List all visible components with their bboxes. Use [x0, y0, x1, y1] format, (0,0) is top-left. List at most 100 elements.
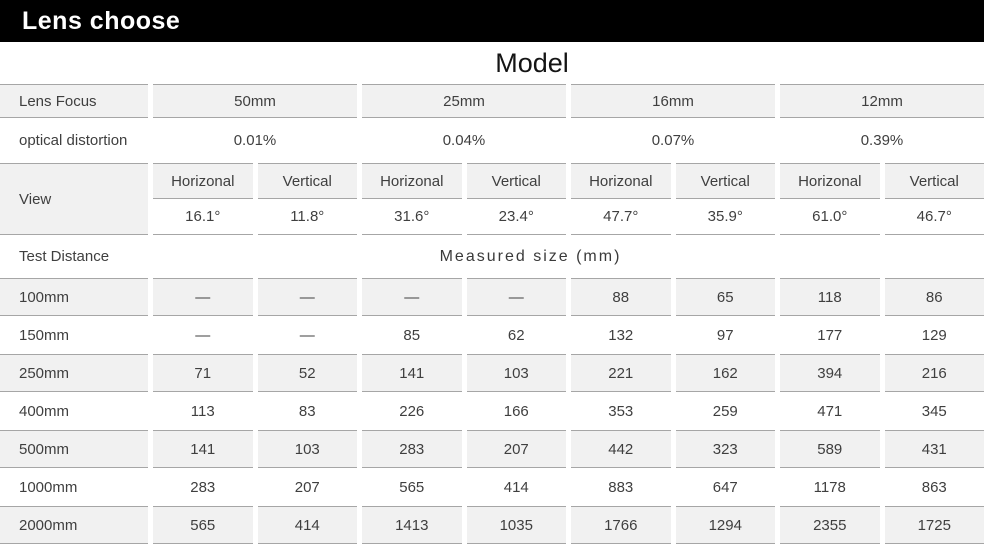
view-direction-header: Vertical: [257, 163, 357, 199]
measured-value: —: [257, 278, 357, 316]
measured-value: 345: [921, 402, 947, 420]
view-direction-row: View Horizonal Vertical Horizonal Vertic…: [0, 163, 984, 235]
measured-value: 259: [712, 402, 738, 420]
measured-value: 2355: [780, 506, 880, 544]
measured-value: 323: [675, 430, 775, 468]
measured-value: 141: [153, 430, 253, 468]
lens-focus-row: Lens Focus 50mm 25mm 16mm 12mm: [0, 84, 984, 118]
view-direction-header: Horizonal: [780, 163, 880, 199]
measured-value: 65: [675, 278, 775, 316]
lens-model-25mm: 25mm: [362, 84, 566, 118]
measured-value: 103: [257, 430, 357, 468]
measured-value: 207: [294, 478, 320, 496]
distance-row-2000mm: 2000mm 565 414 1413 1035 1766 1294 2355 …: [0, 506, 984, 544]
measured-value: 883: [608, 478, 634, 496]
view-direction-header: Horizonal: [571, 163, 671, 199]
measured-value: 129: [921, 326, 947, 344]
distortion-value: 0.39%: [860, 132, 904, 149]
measured-value: 647: [712, 478, 738, 496]
measured-value: 141: [362, 354, 462, 392]
view-angle: 23.4°: [466, 199, 566, 235]
measured-value: 162: [675, 354, 775, 392]
measured-value: 414: [503, 478, 529, 496]
measured-value: 71: [153, 354, 253, 392]
test-distance-label: Test Distance: [19, 248, 110, 265]
measured-value: 1035: [466, 506, 566, 544]
view-angle: 11.8°: [257, 199, 357, 235]
measured-value: 394: [780, 354, 880, 392]
measured-value: —: [466, 278, 566, 316]
distance-row-100mm: 100mm — — — — 88 65 118 86: [0, 278, 984, 316]
measured-size-row: Test Distance Measured size (mm): [0, 235, 984, 278]
measured-value: 431: [884, 430, 984, 468]
distance-row-150mm: 150mm — — 85 62 132 97 177 129: [0, 316, 984, 354]
distance-label: 250mm: [0, 354, 148, 392]
lens-spec-table: Model Lens Focus 50mm 25mm 16mm 12mm opt…: [0, 42, 984, 544]
distance-label: 100mm: [0, 278, 148, 316]
view-direction-header: Vertical: [675, 163, 775, 199]
measured-value: 221: [571, 354, 671, 392]
measured-value: 226: [399, 402, 425, 420]
measured-value: 52: [257, 354, 357, 392]
model-header: Model: [495, 47, 569, 78]
measured-value: 863: [921, 478, 947, 496]
optical-distortion-label: optical distortion: [19, 132, 128, 149]
measured-value: 414: [257, 506, 357, 544]
view-angle: 61.0°: [780, 199, 880, 235]
measured-value: 103: [466, 354, 566, 392]
measured-value: 353: [608, 402, 634, 420]
measured-value: 166: [503, 402, 529, 420]
distortion-value: 0.01%: [233, 132, 277, 149]
lens-focus-label: Lens Focus: [0, 84, 148, 118]
view-direction-header: Vertical: [466, 163, 566, 199]
measured-value: 62: [507, 326, 525, 344]
page-title: Lens choose: [22, 6, 181, 35]
measured-value: 86: [884, 278, 984, 316]
view-direction-header: Horizonal: [362, 163, 462, 199]
measured-value: 118: [780, 278, 880, 316]
measured-value: 177: [817, 326, 843, 344]
model-header-row: Model: [0, 42, 984, 84]
measured-value: 1766: [571, 506, 671, 544]
measured-value: 97: [716, 326, 734, 344]
distance-label: 400mm: [19, 402, 70, 420]
measured-value: 132: [608, 326, 634, 344]
view-angle: 35.9°: [675, 199, 775, 235]
measured-value: 113: [190, 402, 215, 420]
measured-value: 207: [466, 430, 566, 468]
measured-value: 88: [571, 278, 671, 316]
distance-row-250mm: 250mm 71 52 141 103 221 162 394 216: [0, 354, 984, 392]
measured-value: 85: [403, 326, 421, 344]
lens-model-12mm: 12mm: [780, 84, 984, 118]
view-angle: 31.6°: [362, 199, 462, 235]
distance-label: 2000mm: [0, 506, 148, 544]
measured-value: 1294: [675, 506, 775, 544]
title-bar: Lens choose: [0, 0, 984, 42]
measured-size-header: Measured size (mm): [439, 247, 622, 265]
optical-distortion-row: optical distortion 0.01% 0.04% 0.07% 0.3…: [0, 118, 984, 163]
distance-label: 1000mm: [19, 478, 78, 496]
view-angle: 16.1°: [153, 199, 253, 235]
distance-label: 500mm: [0, 430, 148, 468]
measured-value: 1725: [884, 506, 984, 544]
measured-value: 283: [362, 430, 462, 468]
view-angle-row: 16.1° 11.8° 31.6° 23.4° 47.7° 35.9° 61.0…: [0, 199, 984, 235]
lens-model-50mm: 50mm: [153, 84, 357, 118]
measured-value: 442: [571, 430, 671, 468]
view-angle: 46.7°: [884, 199, 984, 235]
measured-value: 283: [190, 478, 216, 496]
measured-value: 1178: [813, 478, 846, 496]
distance-label: 150mm: [19, 326, 70, 344]
view-angle: 47.7°: [571, 199, 671, 235]
distance-row-500mm: 500mm 141 103 283 207 442 323 589 431: [0, 430, 984, 468]
lens-model-16mm: 16mm: [571, 84, 775, 118]
measured-value: 83: [298, 402, 316, 420]
measured-value: 1413: [362, 506, 462, 544]
measured-value: 589: [780, 430, 880, 468]
measured-value: —: [195, 326, 211, 344]
distance-row-1000mm: 1000mm 283 207 565 414 883 647 1178 863: [0, 468, 984, 506]
distance-row-400mm: 400mm 113 83 226 166 353 259 471 345: [0, 392, 984, 430]
distortion-value: 0.04%: [442, 132, 486, 149]
measured-value: —: [299, 326, 315, 344]
view-label: View: [0, 163, 148, 235]
